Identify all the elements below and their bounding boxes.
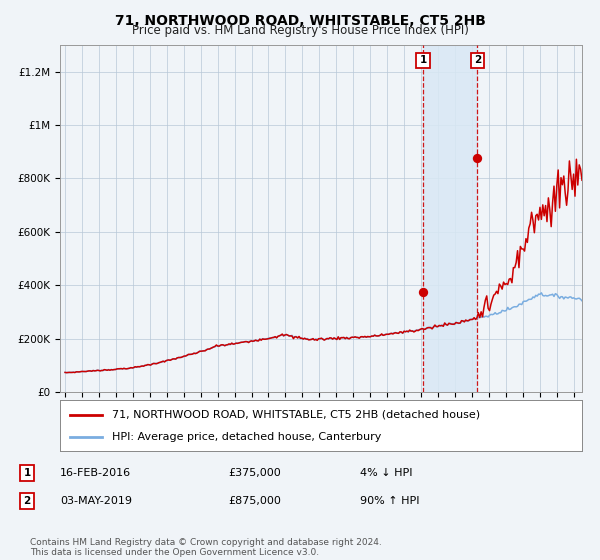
Text: 2: 2 [23,496,31,506]
Text: 90% ↑ HPI: 90% ↑ HPI [360,496,419,506]
Text: Price paid vs. HM Land Registry's House Price Index (HPI): Price paid vs. HM Land Registry's House … [131,24,469,37]
Bar [423,45,478,392]
Text: 1: 1 [23,468,31,478]
Text: £875,000: £875,000 [228,496,281,506]
Point [473,154,482,163]
Text: 2: 2 [474,55,481,66]
Text: 4% ↓ HPI: 4% ↓ HPI [360,468,413,478]
Text: 03-MAY-2019: 03-MAY-2019 [60,496,132,506]
Text: 71, NORTHWOOD ROAD, WHITSTABLE, CT5 2HB (detached house): 71, NORTHWOOD ROAD, WHITSTABLE, CT5 2HB … [112,409,481,419]
Text: £375,000: £375,000 [228,468,281,478]
Text: 16-FEB-2016: 16-FEB-2016 [60,468,131,478]
Text: 1: 1 [419,55,427,66]
Text: 71, NORTHWOOD ROAD, WHITSTABLE, CT5 2HB: 71, NORTHWOOD ROAD, WHITSTABLE, CT5 2HB [115,14,485,28]
Text: HPI: Average price, detached house, Canterbury: HPI: Average price, detached house, Cant… [112,432,382,442]
Point [418,287,428,296]
Text: Contains HM Land Registry data © Crown copyright and database right 2024.
This d: Contains HM Land Registry data © Crown c… [30,538,382,557]
